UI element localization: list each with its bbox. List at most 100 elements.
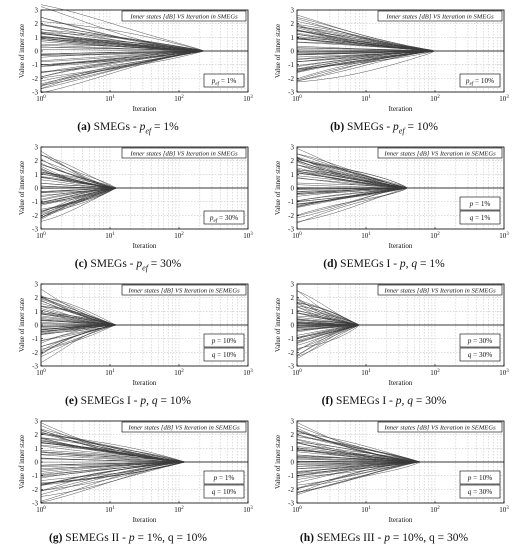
x-axis-label: Iteration	[133, 105, 157, 113]
series-line	[40, 154, 248, 189]
y-axis-label: Value of inner state	[274, 298, 282, 352]
y-tick-label: 1	[35, 445, 39, 453]
x-axis-label: Iteration	[133, 379, 157, 387]
y-tick-label: 2	[35, 294, 39, 302]
legend-box	[459, 333, 501, 348]
legend-entry: p = 30%	[467, 337, 492, 345]
y-tick-label: 1	[35, 34, 39, 42]
chart-title: Inner states [dB] VS Iteration in SEMEGs	[383, 424, 496, 431]
chart-title-box	[121, 284, 247, 296]
y-tick-label: -1	[288, 335, 294, 343]
y-tick-label: 0	[291, 48, 295, 56]
series-line	[296, 159, 504, 189]
series-lines	[296, 14, 504, 83]
series-line	[296, 159, 504, 189]
chart-title: Inner states [dB] VS Iteration in SEMEGs	[383, 150, 496, 157]
series-line	[40, 154, 248, 189]
legend-entry: q = 10%	[212, 488, 236, 496]
panel-c: 3 2 1 0 -1 -2 -3 100 101 102 103 Iteration Value of …	[0, 137, 256, 274]
y-tick-label: 3	[291, 418, 295, 426]
chart-title: Inner states [dB] VS Iteration in SMEGs	[129, 13, 238, 20]
legend-entry: pef = 30%	[209, 214, 238, 224]
y-axis-label: Value of inner state	[18, 435, 26, 489]
legend-box	[459, 73, 501, 88]
y-tick-label: -2	[288, 349, 294, 357]
y-tick-label: 0	[291, 185, 295, 193]
y-tick-label: 2	[35, 20, 39, 28]
x-axis-label: Iteration	[389, 105, 413, 113]
x-tick-label: 100	[36, 95, 46, 103]
caption-h: (h) SEMEGs III - p = 10%, q = 30%	[299, 532, 469, 544]
x-axis-label: Iteration	[133, 516, 157, 524]
y-tick-label: -2	[32, 349, 38, 357]
caption-letter: (b)	[330, 121, 345, 133]
x-tick-label: 101	[361, 369, 371, 377]
y-tick-label: -1	[32, 335, 38, 343]
y-tick-label: 3	[35, 7, 39, 15]
chart-title-box	[377, 421, 503, 433]
legend-box	[203, 347, 245, 362]
legend-entry: p = 1%	[213, 474, 235, 482]
y-tick-label: -2	[288, 212, 294, 220]
panel-a: 3 2 1 0 -1 -2 -3 100 101 102 103 Iteration Value of …	[0, 0, 256, 137]
chart-title-box	[121, 421, 247, 433]
y-tick-label: 3	[35, 144, 39, 152]
series-line	[40, 173, 248, 189]
caption-c: (c) SMEGs - pef = 30%	[74, 258, 182, 273]
series-lines	[40, 288, 248, 363]
x-tick-label: 100	[292, 369, 302, 377]
y-tick-label: 2	[35, 431, 39, 439]
x-tick-label: 101	[105, 506, 115, 514]
y-axis-label: Value of inner state	[274, 161, 282, 215]
series-lines	[40, 151, 248, 222]
series-lines	[40, 422, 248, 503]
chart-title-box	[377, 284, 503, 296]
series-line	[40, 187, 248, 192]
y-tick-label: 2	[291, 294, 295, 302]
legend-box	[203, 470, 245, 485]
caption-d: (d) SEMEGs I - p, q = 1%	[323, 258, 445, 270]
x-axis-label: Iteration	[389, 516, 413, 524]
y-tick-label: -3	[288, 89, 294, 97]
chart-title-box	[121, 147, 247, 159]
caption-a: (a) SMEGs - pef = 1%	[77, 121, 179, 136]
legend-entry: q = 30%	[468, 351, 492, 359]
y-tick-label: 1	[35, 171, 39, 179]
y-tick-label: -2	[288, 486, 294, 494]
legend-box	[459, 484, 501, 499]
series-line	[296, 299, 504, 326]
y-tick-label: -3	[32, 226, 38, 234]
y-tick-label: 2	[291, 431, 295, 439]
series-line	[296, 30, 504, 52]
caption-f: (f) SEMEGs I - p, q = 30%	[321, 395, 447, 407]
series-lines	[296, 422, 504, 496]
legend-box	[203, 210, 245, 225]
x-tick-label: 103	[243, 232, 253, 240]
x-tick-label: 102	[430, 506, 440, 514]
y-tick-label: -3	[32, 363, 38, 371]
y-axis-label: Value of inner state	[18, 161, 26, 215]
y-tick-label: -3	[32, 89, 38, 97]
series-line	[40, 164, 248, 189]
caption-b: (b) SMEGs - pef = 10%	[330, 121, 438, 136]
legend-entry: p = 1%	[469, 200, 491, 208]
y-tick-label: -3	[288, 500, 294, 508]
y-tick-label: 3	[291, 7, 295, 15]
caption-letter: (g)	[48, 532, 63, 544]
panel-d: 3 2 1 0 -1 -2 -3 100 101 102 103 Iteration Value of …	[256, 137, 512, 274]
x-tick-label: 102	[430, 232, 440, 240]
series-line	[40, 154, 248, 189]
y-tick-label: 3	[291, 144, 295, 152]
x-tick-label: 103	[499, 232, 509, 240]
y-tick-label: -1	[32, 61, 38, 69]
series-lines	[40, 4, 248, 94]
chart-title: Inner states [dB] VS Iteration in SMEGs	[385, 13, 494, 20]
x-tick-label: 101	[105, 95, 115, 103]
y-tick-label: -1	[288, 198, 294, 206]
chart-title-box	[377, 147, 503, 159]
